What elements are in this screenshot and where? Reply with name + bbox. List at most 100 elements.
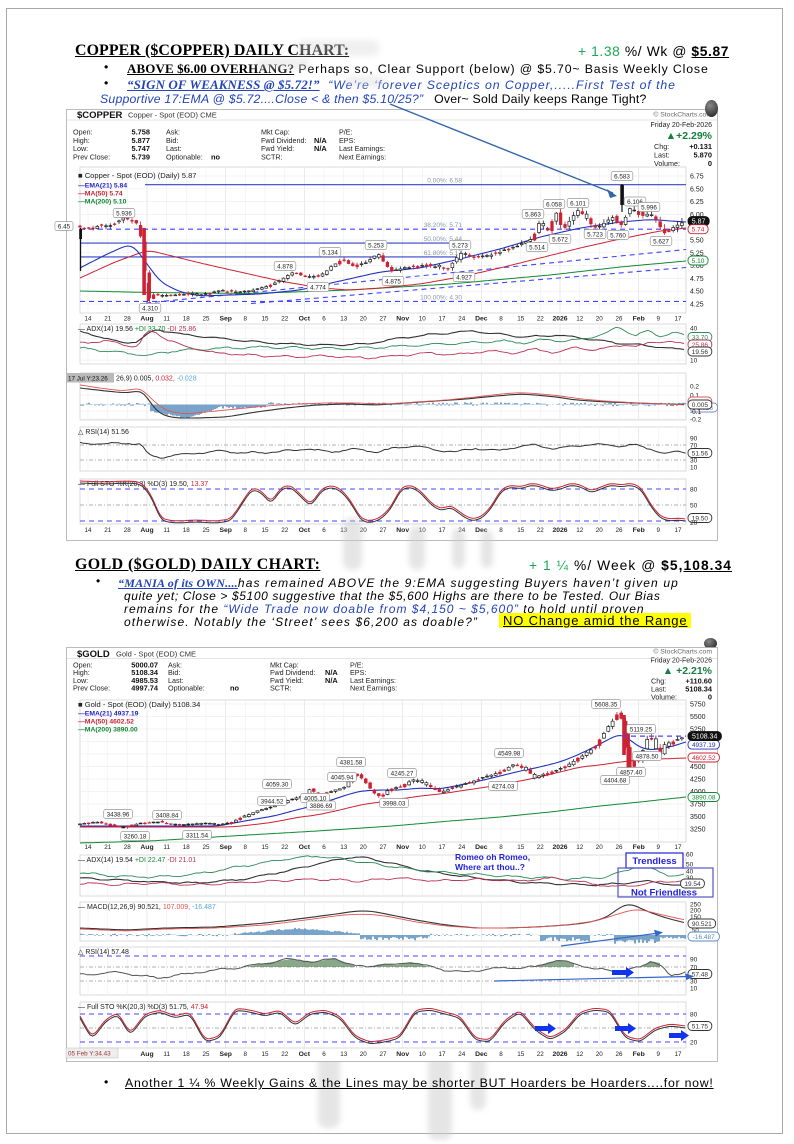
svg-text:Ask:: Ask:	[168, 661, 182, 670]
svg-text:3260.18: 3260.18	[124, 833, 147, 840]
svg-text:▲ +2.21%: ▲ +2.21%	[663, 665, 713, 677]
svg-text:Aug: Aug	[140, 844, 153, 851]
svg-text:Mkt Cap:: Mkt Cap:	[270, 661, 299, 670]
svg-text:20: 20	[596, 844, 604, 851]
svg-text:4045.94: 4045.94	[331, 774, 354, 781]
svg-text:$COPPER: $COPPER	[77, 110, 123, 121]
svg-text:EPS:: EPS:	[350, 668, 366, 677]
svg-text:50: 50	[692, 929, 699, 935]
svg-text:3944.52: 3944.52	[261, 798, 284, 805]
svg-text:Volume:: Volume:	[654, 159, 680, 168]
svg-text:P/E:: P/E:	[339, 128, 353, 137]
svg-text:© StockCharts.com: © StockCharts.com	[653, 648, 712, 656]
svg-text:Romeo oh Romeo,: Romeo oh Romeo,	[455, 852, 530, 862]
svg-text:5.10: 5.10	[692, 258, 705, 265]
svg-text:Last Earnings:: Last Earnings:	[350, 676, 396, 685]
svg-text:5.758: 5.758	[132, 128, 151, 137]
svg-text:24: 24	[458, 1051, 466, 1058]
svg-text:SCTR:: SCTR:	[270, 684, 292, 693]
svg-text:Trendless: Trendless	[632, 856, 676, 867]
svg-text:11: 11	[163, 1051, 170, 1058]
svg-text:6.101: 6.101	[570, 200, 586, 207]
svg-text:20: 20	[596, 527, 604, 534]
svg-text:250: 250	[690, 902, 701, 909]
svg-text:17: 17	[674, 527, 682, 534]
svg-text:5.50: 5.50	[690, 238, 704, 245]
svg-text:4381.58: 4381.58	[340, 759, 363, 766]
svg-text:P/E:: P/E:	[350, 661, 364, 670]
svg-text:Last:: Last:	[166, 144, 182, 153]
svg-text:Last Earnings:: Last Earnings:	[339, 144, 385, 153]
svg-text:4549.98: 4549.98	[498, 750, 521, 757]
svg-text:5.877: 5.877	[132, 136, 151, 145]
svg-text:4245.27: 4245.27	[391, 770, 414, 777]
svg-text:5.672: 5.672	[552, 236, 568, 243]
svg-text:6: 6	[322, 1051, 326, 1058]
svg-text:51.56: 51.56	[692, 450, 709, 457]
svg-text:10: 10	[419, 316, 427, 323]
svg-text:5108.34: 5108.34	[692, 734, 717, 741]
svg-text:0: 0	[708, 159, 712, 168]
svg-text:■ Gold - Spot (EOD) (Daily) 51: ■ Gold - Spot (EOD) (Daily) 5108.34	[78, 700, 200, 709]
svg-text:11: 11	[163, 844, 170, 851]
svg-text:5.253: 5.253	[368, 242, 384, 249]
svg-text:12: 12	[576, 1051, 584, 1058]
svg-text:Chg:: Chg:	[651, 677, 666, 686]
svg-text:0.1: 0.1	[690, 393, 699, 400]
svg-text:25: 25	[202, 316, 210, 323]
svg-text:22: 22	[537, 527, 545, 534]
svg-text:no: no	[211, 152, 221, 161]
svg-text:—EMA(21) 5.84: —EMA(21) 5.84	[78, 183, 127, 190]
svg-text:Bid:: Bid:	[166, 136, 178, 145]
svg-text:25: 25	[202, 1051, 210, 1058]
svg-text:20: 20	[360, 1051, 368, 1058]
svg-text:11: 11	[163, 527, 170, 534]
svg-text:13: 13	[340, 844, 348, 851]
svg-text:15: 15	[261, 844, 269, 851]
svg-text:40: 40	[686, 869, 694, 876]
svg-text:4602.52: 4602.52	[692, 755, 716, 762]
svg-text:4997.74: 4997.74	[131, 684, 159, 693]
svg-text:Prev Close:: Prev Close:	[73, 152, 110, 161]
svg-text:33.70: 33.70	[692, 334, 709, 341]
svg-text:17: 17	[674, 316, 682, 323]
svg-text:11: 11	[163, 316, 170, 323]
svg-text:15: 15	[261, 1051, 269, 1058]
svg-text:— MACD(12,26,9) 90.521, 107.00: — MACD(12,26,9) 90.521, 107.009, -16.487	[78, 904, 216, 911]
svg-text:—MA(200) 5.10: —MA(200) 5.10	[78, 199, 127, 206]
svg-text:Mkt Cap:: Mkt Cap:	[261, 128, 290, 137]
svg-text:Feb: Feb	[633, 844, 645, 851]
svg-text:05 Feb Y:34.43: 05 Feb Y:34.43	[68, 1051, 111, 1058]
svg-text:5.25: 5.25	[690, 250, 704, 257]
svg-text:-0.1: -0.1	[690, 409, 702, 416]
svg-text:80: 80	[690, 487, 698, 494]
svg-text:—MA(50) 4602.52: —MA(50) 4602.52	[78, 719, 134, 726]
svg-text:18: 18	[183, 844, 191, 851]
svg-text:Feb: Feb	[633, 527, 645, 534]
svg-text:21: 21	[104, 844, 112, 851]
svg-text:Last:: Last:	[168, 676, 184, 685]
svg-text:SCTR:: SCTR:	[261, 152, 283, 161]
svg-text:22: 22	[281, 527, 289, 534]
svg-text:8: 8	[499, 527, 503, 534]
svg-text:4937.19: 4937.19	[692, 742, 716, 749]
svg-text:5.863: 5.863	[525, 211, 541, 218]
svg-text:5750: 5750	[690, 702, 706, 709]
svg-text:10: 10	[690, 358, 698, 365]
svg-text:N/A: N/A	[325, 676, 338, 685]
svg-text:Aug: Aug	[140, 527, 153, 534]
svg-text:5.514: 5.514	[529, 244, 545, 251]
svg-text:25: 25	[202, 527, 210, 534]
svg-text:14: 14	[84, 527, 92, 534]
svg-text:8: 8	[244, 316, 248, 323]
svg-text:Sep: Sep	[219, 1051, 231, 1058]
svg-text:12: 12	[576, 316, 584, 323]
svg-text:70: 70	[690, 965, 698, 972]
svg-text:Dec: Dec	[475, 316, 488, 323]
svg-text:—MA(200) 3890.00: —MA(200) 3890.00	[78, 727, 138, 734]
svg-text:Last:: Last:	[654, 151, 670, 160]
svg-text:Dec: Dec	[475, 844, 488, 851]
svg-text:5.273: 5.273	[452, 242, 468, 249]
svg-text:26: 26	[615, 844, 623, 851]
svg-text:10: 10	[690, 986, 698, 993]
